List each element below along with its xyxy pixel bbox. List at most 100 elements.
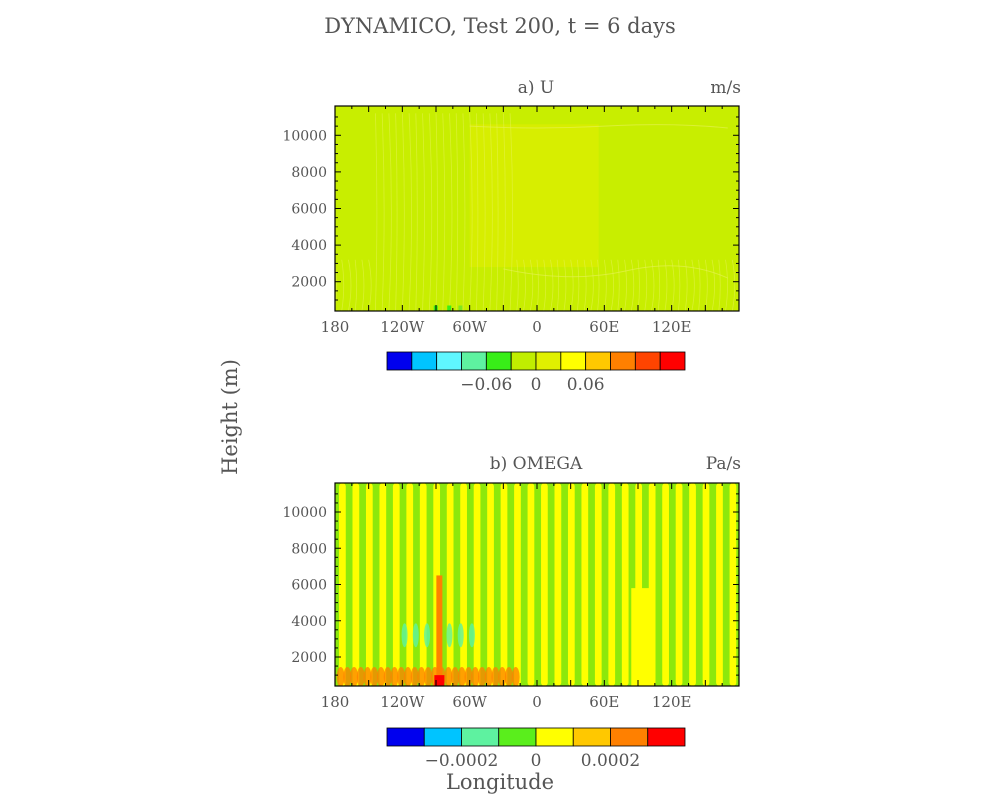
field-warm-cell bbox=[417, 666, 426, 686]
field-contour bbox=[381, 113, 385, 311]
field-warm-cell bbox=[336, 666, 345, 686]
field-contour bbox=[529, 259, 534, 311]
y-tick-label: 8000 bbox=[291, 165, 327, 181]
field bbox=[335, 106, 739, 311]
field-cold-cell bbox=[401, 623, 408, 648]
field-contour bbox=[725, 259, 728, 311]
colorbar-swatch bbox=[572, 727, 611, 747]
y-tick-label: 6000 bbox=[291, 202, 327, 218]
field-contour bbox=[482, 113, 486, 311]
field-stripe bbox=[689, 483, 696, 686]
field-contour bbox=[516, 259, 519, 311]
field-contour bbox=[556, 259, 560, 311]
field-stripe bbox=[460, 483, 467, 686]
field-stripe bbox=[339, 483, 346, 686]
field-warm-cell bbox=[451, 666, 460, 686]
field-contour bbox=[577, 259, 580, 311]
field-contour bbox=[711, 259, 715, 311]
field-stripe bbox=[662, 483, 669, 686]
panel-u-units: m/s bbox=[710, 78, 741, 98]
x-tick-label: 60W bbox=[452, 693, 487, 711]
field-warm-cell bbox=[403, 666, 412, 686]
y-tick-label: 2000 bbox=[291, 650, 327, 666]
figure-title: DYNAMICO, Test 200, t = 6 days bbox=[324, 14, 676, 38]
field-warm-cell bbox=[350, 666, 359, 686]
x-tick-label: 0 bbox=[532, 693, 542, 711]
x-axis-label: Longitude bbox=[446, 770, 554, 794]
panel-omega-label: b) OMEGA bbox=[490, 454, 583, 474]
y-tick-label: 8000 bbox=[291, 541, 327, 557]
panel-omega-colorbar: −0.0002 0 0.0002 bbox=[386, 727, 686, 771]
field-contour bbox=[691, 259, 695, 311]
panel-u: a) U m/s 180 120W 60W 0 60E 120E 2000 4000 6000 8… bbox=[282, 78, 741, 395]
field-warm-cell bbox=[464, 666, 473, 686]
field-warm-cell bbox=[397, 666, 406, 686]
panel-omega: b) OMEGA Pa/s 180 120W 60W 0 60E 120E 2000 4000… bbox=[282, 454, 741, 771]
x-tick-label: 60E bbox=[589, 318, 619, 336]
field-contour bbox=[543, 259, 547, 311]
field-stripe bbox=[594, 483, 602, 686]
field-stripe bbox=[500, 483, 508, 686]
field-warm-cell bbox=[484, 666, 493, 686]
colorbar-swatch bbox=[585, 351, 611, 371]
field-stripe bbox=[581, 483, 589, 686]
panel-omega-units: Pa/s bbox=[706, 454, 741, 474]
field-contour bbox=[354, 259, 358, 311]
field-stripe bbox=[352, 483, 360, 686]
field-warm-cell bbox=[498, 666, 507, 686]
field-warm-cell bbox=[504, 666, 513, 686]
field-contour bbox=[415, 113, 418, 311]
y-axis-label: Height (m) bbox=[218, 359, 242, 475]
field-patch bbox=[447, 305, 452, 311]
field-stripe bbox=[702, 483, 710, 686]
colorbar-swatch bbox=[386, 727, 425, 747]
colorbar-swatch bbox=[535, 727, 574, 747]
colorbar-swatch bbox=[386, 351, 413, 371]
field-warm-cell bbox=[356, 666, 365, 686]
panel-u-colorbar: −0.06 0 0.06 bbox=[386, 351, 686, 395]
field-contour bbox=[671, 259, 675, 311]
field-contour bbox=[341, 259, 345, 311]
panel-u-label: a) U bbox=[518, 78, 555, 98]
field-stripe bbox=[527, 483, 535, 686]
field-contour bbox=[550, 259, 554, 311]
y-tick-label: 6000 bbox=[291, 578, 327, 594]
colorbar-label: −0.06 bbox=[460, 375, 512, 395]
field-contour bbox=[375, 113, 378, 311]
field-contour bbox=[684, 259, 688, 311]
colorbar-swatch bbox=[610, 727, 649, 747]
field-contour bbox=[455, 113, 459, 311]
colorbar-swatch bbox=[535, 351, 562, 371]
field-contour bbox=[644, 259, 648, 311]
field-contour bbox=[610, 259, 614, 311]
field-warm-cell bbox=[478, 666, 487, 686]
field-stripe bbox=[621, 483, 629, 686]
x-tick-label: 120W bbox=[380, 693, 425, 711]
field-stripe bbox=[392, 483, 400, 686]
field-warm-cell bbox=[363, 666, 372, 686]
field-contour bbox=[657, 259, 661, 311]
field-stripe bbox=[729, 483, 737, 686]
field-stripe bbox=[365, 483, 373, 686]
field-contour bbox=[718, 259, 721, 311]
field-warm-cell bbox=[370, 666, 379, 686]
field-stripe bbox=[716, 483, 723, 686]
panel-omega-plot: 180 120W 60W 0 60E 120E 2000 4000 6000 8000 10000 bbox=[282, 482, 740, 711]
field-central-band bbox=[469, 124, 599, 268]
field-contour bbox=[563, 259, 567, 311]
field-stripe bbox=[675, 483, 683, 686]
colorbar-label: 0.06 bbox=[567, 375, 605, 395]
colorbar-swatch bbox=[461, 351, 487, 371]
field-contour bbox=[496, 113, 499, 311]
colorbar-swatch bbox=[647, 727, 686, 747]
field-stripe bbox=[446, 483, 454, 686]
panel-u-plot: 180 120W 60W 0 60E 120E 2000 4000 6000 8000 10000 bbox=[282, 105, 740, 336]
x-tick-label: 180 bbox=[321, 693, 350, 711]
field-warm-cell bbox=[471, 666, 480, 686]
colorbar-swatch bbox=[498, 727, 537, 747]
field-warm-cell bbox=[377, 666, 386, 686]
field-contour bbox=[503, 265, 728, 279]
field-warm-cell bbox=[444, 666, 453, 686]
colorbar-swatch bbox=[610, 351, 636, 371]
colorbar-swatch bbox=[659, 351, 686, 371]
